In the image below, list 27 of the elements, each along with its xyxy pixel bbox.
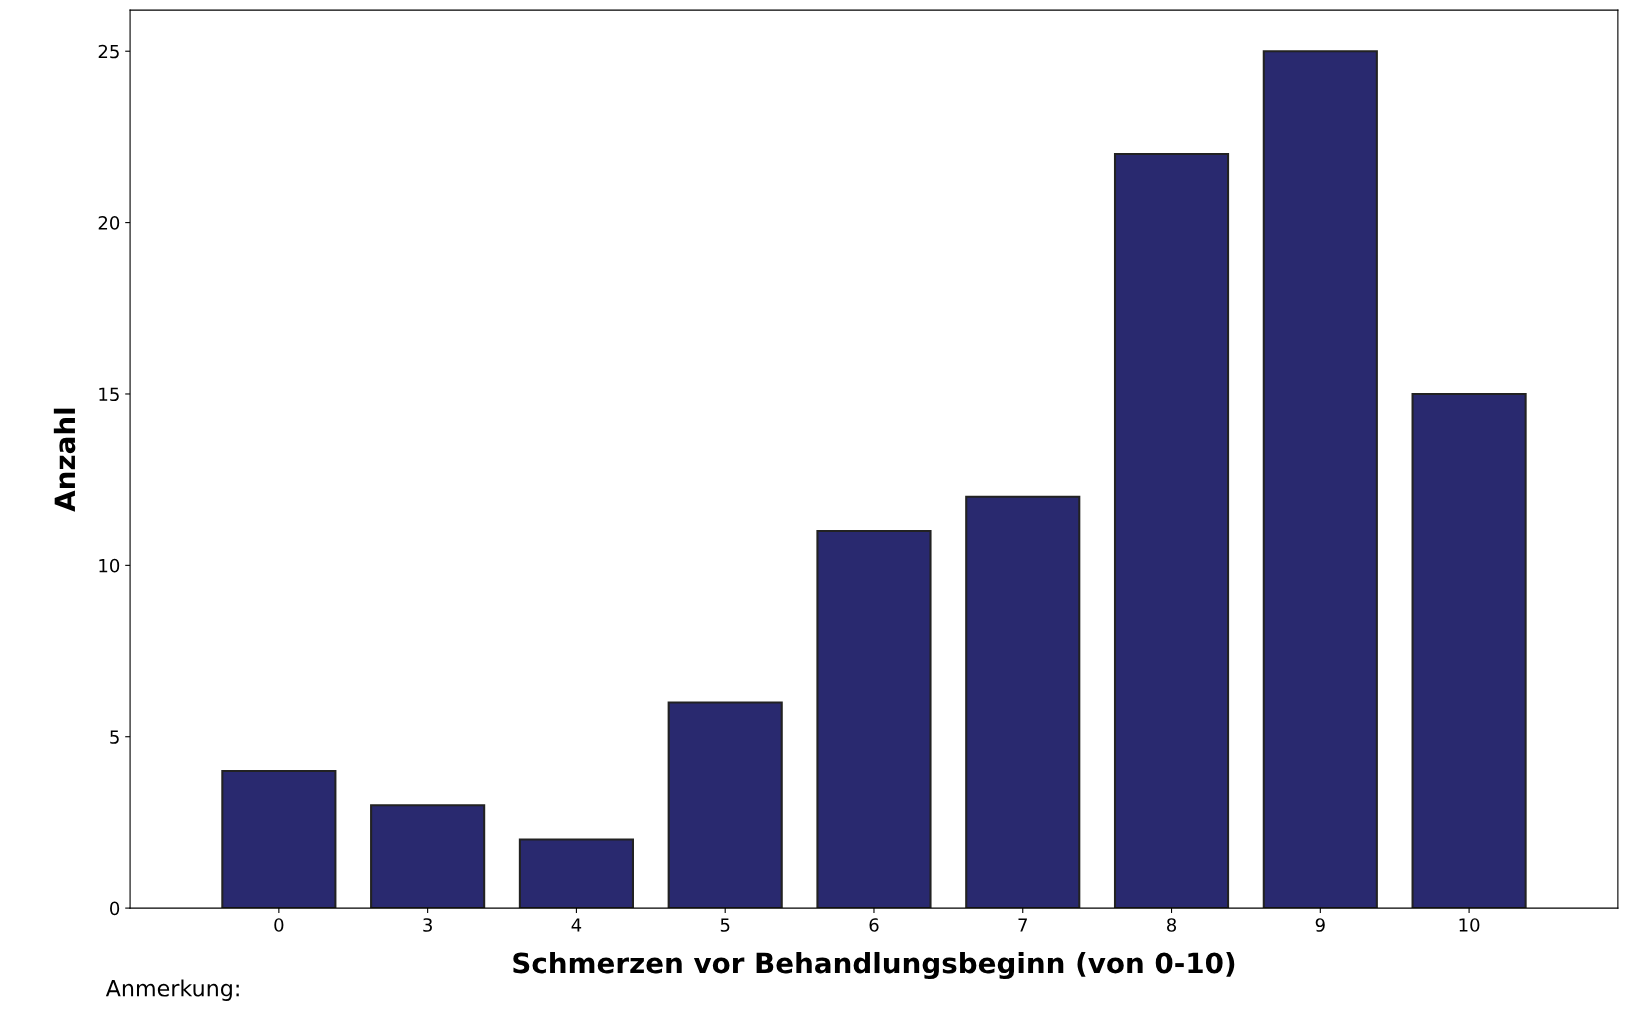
y-tick-label: 25 — [98, 44, 119, 59]
y-tick-label: 15 — [99, 387, 119, 402]
x-tick-label: 9 — [1315, 918, 1325, 932]
bar — [965, 495, 1081, 909]
x-tick-label: 10 — [1459, 918, 1480, 932]
bar — [667, 701, 783, 909]
x-axis-title: Schmerzen vor Behandlungsbeginn (von 0-10) — [513, 951, 1235, 980]
y-tick-label: 10 — [99, 558, 120, 573]
bar — [1262, 50, 1378, 909]
text: Anmerkung: — [105, 979, 239, 1001]
bar — [518, 838, 634, 909]
x-tick-label: 8 — [1167, 918, 1177, 932]
y-tick-label: 5 — [110, 730, 119, 744]
bar — [221, 769, 337, 909]
y-tick-label: 20 — [98, 216, 120, 230]
x-tick-label: 5 — [720, 918, 730, 932]
y-tick-label: 0 — [110, 901, 120, 916]
x-tick-label: 0 — [274, 918, 284, 932]
bar — [1113, 153, 1230, 909]
x-tick-label: 4 — [571, 918, 582, 932]
bar — [1411, 392, 1527, 909]
y-axis-title: Anzahl — [53, 408, 76, 512]
bar — [370, 804, 486, 909]
x-tick-label: 3 — [423, 918, 432, 932]
x-tick-label: 7 — [1018, 918, 1027, 932]
x-tick-label: 6 — [869, 918, 879, 932]
bar — [816, 530, 932, 909]
